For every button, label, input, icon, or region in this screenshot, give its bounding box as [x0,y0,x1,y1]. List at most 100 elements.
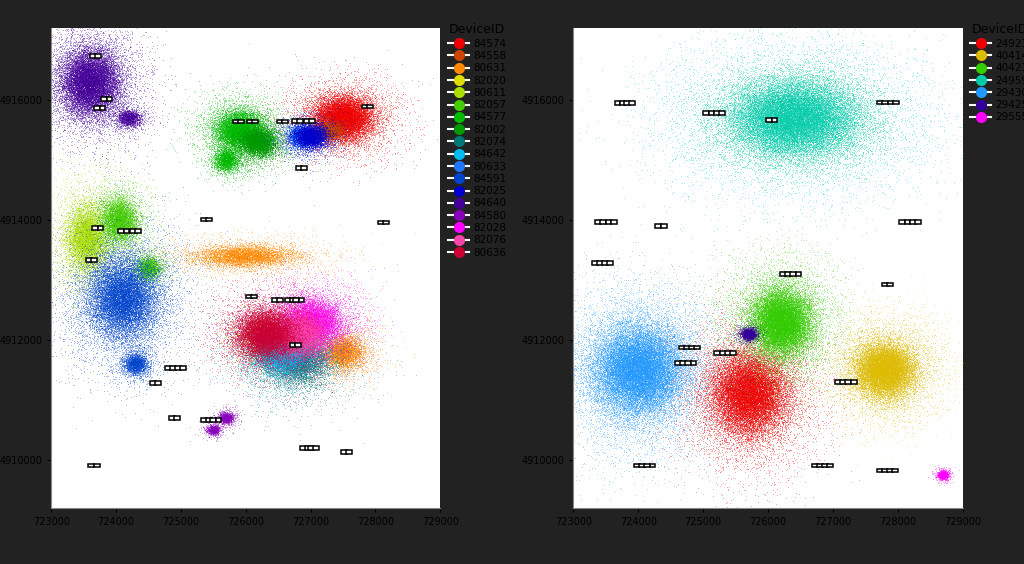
Point [301,336,317,345]
Point [802,82,818,91]
Point [103,236,120,245]
Point [78,222,94,231]
Point [120,288,136,297]
Point [253,349,269,358]
Point [266,324,283,333]
Point [98,298,115,307]
Point [290,342,306,351]
Point [74,228,90,237]
Point [57,98,74,107]
Point [344,123,360,132]
Point [772,100,788,109]
Point [301,322,317,331]
Point [279,353,295,362]
Point [132,359,148,368]
Point [764,382,780,391]
Point [137,258,154,267]
Point [739,331,756,340]
Point [305,245,322,254]
Point [623,393,639,402]
Point [136,360,153,369]
Point [715,414,731,423]
Point [836,293,852,302]
Point [330,320,346,329]
Point [330,120,346,129]
Point [91,65,108,74]
Point [933,470,949,479]
Point [66,62,82,71]
Point [289,325,305,334]
Point [127,359,143,368]
Point [221,248,238,257]
Point [767,415,783,424]
Point [213,133,229,142]
Point [82,208,98,217]
Point [762,121,778,130]
Point [847,377,863,386]
Point [330,340,346,349]
Point [245,314,261,323]
Point [241,114,257,124]
Point [111,319,127,328]
Point [341,115,357,124]
Point [759,298,775,307]
Point [900,404,916,413]
Point [715,380,731,389]
Point [201,254,217,263]
Point [331,124,347,133]
Point [103,288,120,297]
Point [119,301,135,310]
Point [332,107,348,116]
Point [238,352,254,361]
Point [872,352,889,361]
Point [75,56,91,65]
Point [769,329,785,338]
Point [152,314,168,323]
Point [210,421,226,430]
Point [213,131,229,140]
Point [801,124,817,133]
Point [634,388,650,397]
Point [750,327,766,336]
Point [720,384,736,393]
Point [121,231,137,240]
Point [230,135,247,144]
Point [738,386,755,395]
Point [786,321,803,330]
Point [251,334,267,343]
Point [785,334,802,343]
Point [677,310,693,319]
Point [77,91,93,100]
Point [155,252,171,261]
Point [784,124,801,133]
Point [291,329,307,338]
Point [844,428,860,437]
Point [245,362,261,371]
Point [119,278,135,287]
Point [118,311,134,320]
Point [762,393,778,402]
Point [785,274,802,283]
Point [337,105,353,114]
Point [764,95,780,104]
Point [89,117,105,126]
Point [326,354,342,363]
Point [70,68,86,77]
Point [322,126,338,135]
Point [714,371,730,380]
Point [745,407,762,416]
Point [310,94,327,103]
Point [289,136,305,145]
Point [207,425,223,434]
Point [281,334,297,343]
Point [65,64,81,73]
Point [612,395,629,404]
Point [284,319,300,328]
Point [634,373,650,382]
Point [794,345,810,354]
Point [287,127,303,136]
Point [309,342,326,351]
Point [814,127,830,136]
Point [776,118,793,127]
Point [241,136,257,145]
